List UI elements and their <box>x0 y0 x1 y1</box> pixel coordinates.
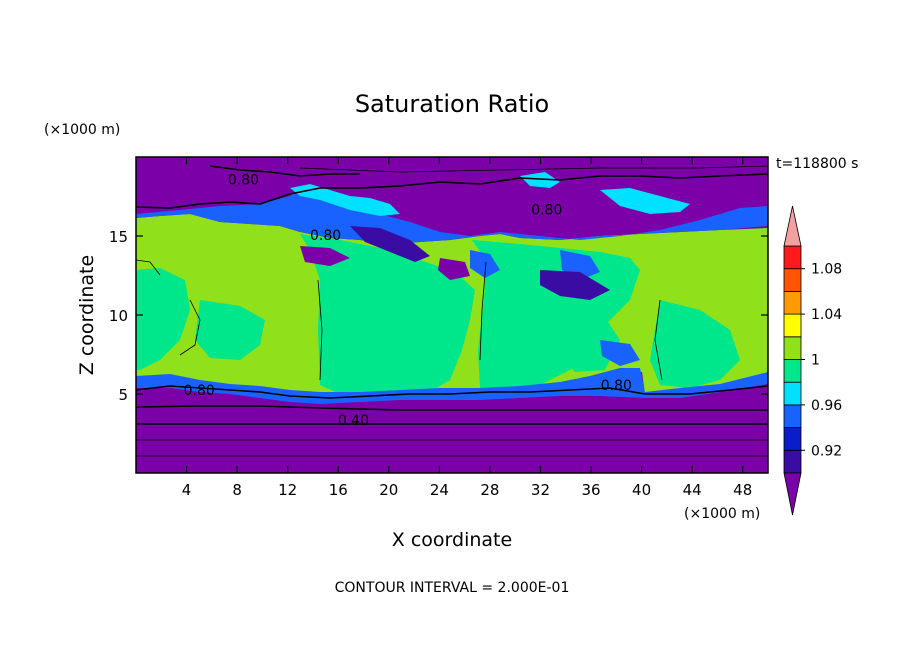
colorbar-over-triangle <box>783 205 802 247</box>
x-tick-label: 8 <box>232 481 242 499</box>
x-tick-label: 12 <box>278 481 297 499</box>
x-tick-label: 48 <box>733 481 752 499</box>
x-tick-label: 24 <box>430 481 449 499</box>
contour-interval-note: CONTOUR INTERVAL = 2.000E-01 <box>335 580 570 596</box>
colorbar-box <box>783 359 802 383</box>
colorbar-box <box>783 268 802 292</box>
y-axis-label: Z coordinate <box>76 255 98 375</box>
contour-label: 0.80 <box>310 228 341 244</box>
colorbar-tick-label: 1.04 <box>811 307 842 323</box>
x-tick-label: 40 <box>632 481 651 499</box>
colorbar-box <box>783 290 802 315</box>
x-axis-label: X coordinate <box>392 529 512 551</box>
colorbar-box <box>783 313 802 338</box>
contour-labels: 0.80 0.80 0.80 0.80 0.80 0.40 <box>184 173 632 429</box>
colorbar-tick-label: 1 <box>811 353 820 369</box>
contour-lines-thin <box>136 165 768 457</box>
cloud-top-band <box>136 172 768 404</box>
colorbar-box <box>783 449 802 474</box>
colorbar-tick-label: 0.96 <box>811 398 842 414</box>
x-tick-label: 36 <box>581 481 600 499</box>
plot-area: 0.80 0.80 0.80 0.80 0.80 0.40 <box>136 157 768 473</box>
colorbar: 0.92 0.96 1 1.04 1.08 <box>783 205 842 516</box>
colorbar-box <box>783 336 802 360</box>
y-axis-ticks: 5 10 15 <box>109 228 768 404</box>
contour-lines <box>136 165 768 425</box>
colorbar-under-triangle <box>783 472 802 516</box>
x-axis-unit: (×1000 m) <box>684 506 760 522</box>
y-tick-label: 5 <box>118 386 128 404</box>
x-tick-label: 4 <box>182 481 192 499</box>
y-tick-label: 10 <box>109 307 128 325</box>
chart-title: Saturation Ratio <box>355 90 549 118</box>
contour-label: 0.80 <box>601 378 632 394</box>
colorbar-box <box>783 381 802 406</box>
y-axis-unit: (×1000 m) <box>44 122 120 138</box>
contour-label: 0.80 <box>184 383 215 399</box>
x-tick-label: 32 <box>531 481 550 499</box>
x-tick-label: 44 <box>683 481 702 499</box>
contour-label: 0.80 <box>531 203 562 219</box>
x-tick-label: 16 <box>329 481 348 499</box>
x-tick-label: 28 <box>480 481 499 499</box>
x-tick-label: 20 <box>379 481 398 499</box>
colorbar-tick-label: 0.92 <box>811 443 842 459</box>
colorbar-box <box>783 245 802 270</box>
contour-label: 0.40 <box>338 413 369 429</box>
colorbar-tick-label: 1.08 <box>811 262 842 278</box>
colorbar-box <box>783 427 802 451</box>
contour-label: 0.80 <box>228 173 259 189</box>
colorbar-box <box>783 404 802 428</box>
y-tick-label: 15 <box>109 228 128 246</box>
x-axis-ticks: 4 8 12 16 20 24 28 32 36 40 44 48 <box>182 157 752 499</box>
time-label: t=118800 s <box>776 156 858 172</box>
